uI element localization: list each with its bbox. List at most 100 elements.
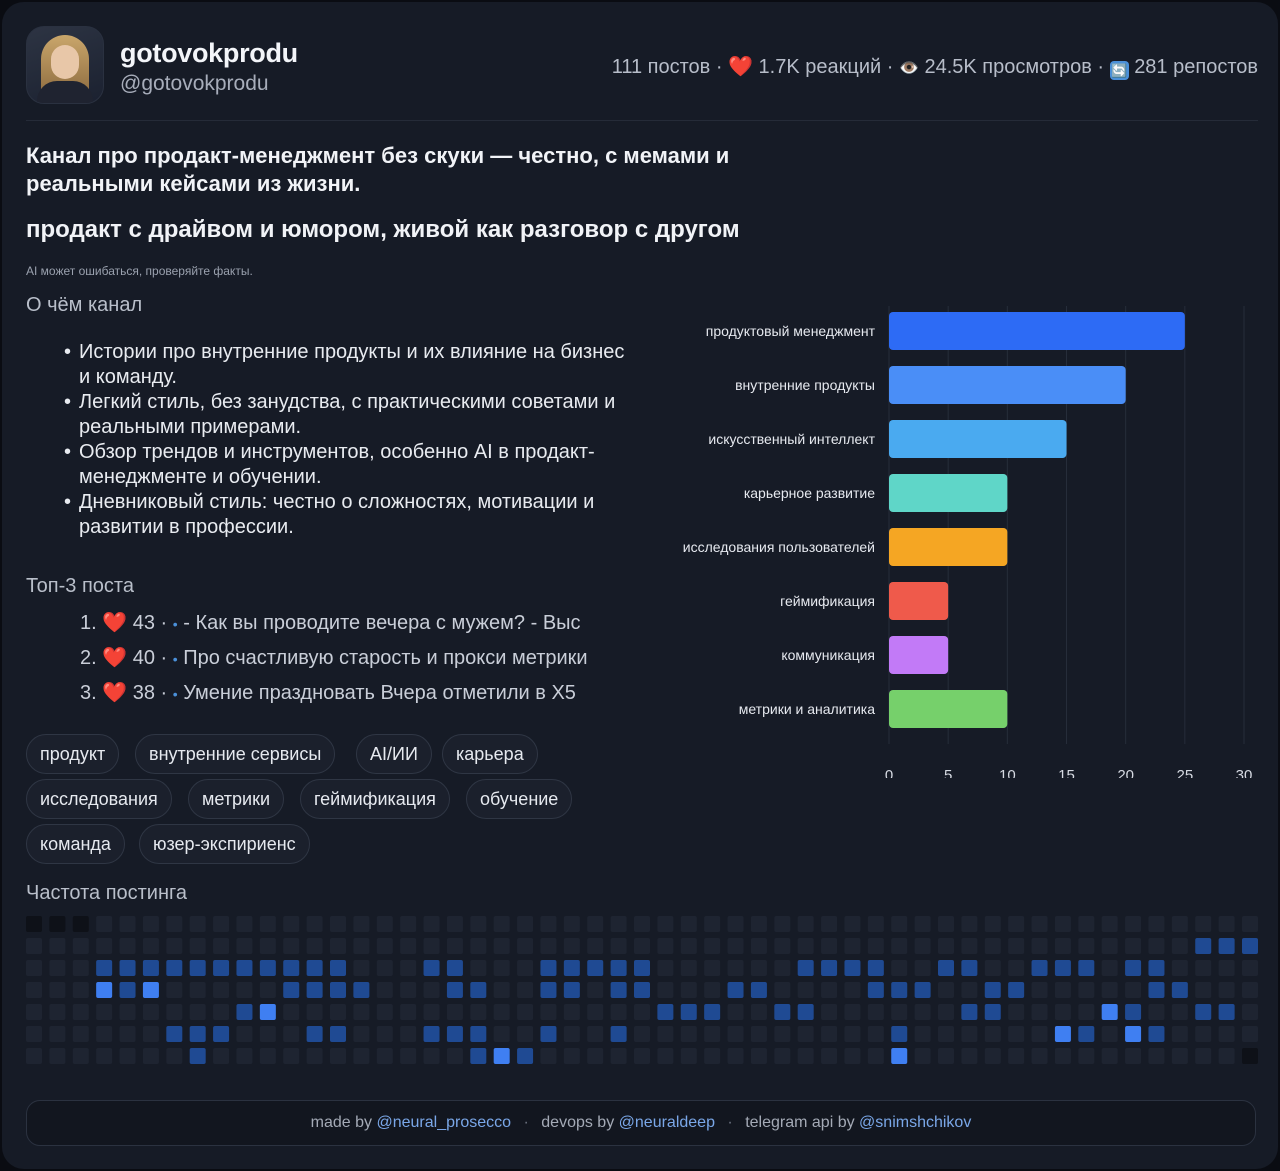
channel-handle[interactable]: @gotovokprodu (120, 72, 269, 95)
chart-bar[interactable] (889, 690, 1008, 728)
heatmap-cell (1078, 916, 1095, 932)
tag-chip[interactable]: внутренние сервисы (135, 734, 336, 774)
heatmap-cell (540, 1048, 557, 1064)
heatmap-cell (657, 1026, 674, 1042)
heatmap-cell (72, 982, 89, 998)
post-text[interactable]: Про счастливую старость и прокси метрики (183, 647, 588, 669)
heatmap-cell (704, 1004, 721, 1020)
heatmap-cell (1008, 1004, 1025, 1020)
heatmap-cell (400, 982, 417, 998)
heatmap-cell (423, 1048, 440, 1064)
chart-bar[interactable] (889, 420, 1067, 458)
post-text[interactable]: Умение праздновать Вчера отметили в Х5 (183, 682, 576, 704)
heatmap-cell (797, 916, 814, 932)
heatmap-cell (236, 1048, 253, 1064)
chart-category-label: исследования пользователей (683, 539, 875, 555)
top-post-item[interactable]: 3. ❤️ 38 · • Умение праздновать Вчера от… (80, 680, 588, 715)
reposts-count: 281 репостов (1134, 56, 1258, 78)
heatmap-cell (376, 1048, 393, 1064)
heatmap-cell (961, 960, 978, 976)
heatmap-cell (1078, 982, 1095, 998)
devops-link[interactable]: @neuraldeep (618, 1114, 715, 1131)
heatmap-cell (166, 1004, 183, 1020)
chart-tick-label: 30 (1236, 767, 1253, 778)
chart-tick-label: 5 (944, 767, 952, 778)
heatmap-cell (189, 916, 206, 932)
heatmap-cell (657, 1048, 674, 1064)
heatmap-cell (72, 916, 89, 932)
channel-slogan: продакт с драйвом и юмором, живой как ра… (26, 216, 740, 243)
post-rank: 3. (80, 682, 97, 704)
heatmap-cell (493, 916, 510, 932)
heatmap-cell (26, 982, 42, 998)
heatmap-cell (1101, 1048, 1118, 1064)
heatmap-cell (1242, 1004, 1258, 1020)
heatmap-cell (1054, 960, 1071, 976)
top-post-item[interactable]: 2. ❤️ 40 · • Про счастливую старость и п… (80, 645, 588, 680)
tag-chip[interactable]: юзер-экспириенс (139, 824, 310, 864)
heatmap-cell (891, 1048, 908, 1064)
heatmap-cell (1125, 982, 1142, 998)
heatmap-cell (563, 1048, 580, 1064)
heatmap-cell (867, 1048, 884, 1064)
chart-bar[interactable] (889, 474, 1008, 512)
tag-chip[interactable]: исследования (26, 779, 172, 819)
heatmap-cell (376, 938, 393, 954)
avatar[interactable] (26, 26, 104, 104)
heatmap-cell (72, 938, 89, 954)
made-by-link[interactable]: @neural_prosecco (376, 1114, 512, 1131)
heatmap-cell (1008, 916, 1025, 932)
heatmap-cell (587, 1048, 604, 1064)
heatmap-cell (1218, 960, 1235, 976)
heatmap-cell (867, 916, 884, 932)
heatmap-cell (376, 960, 393, 976)
heatmap-cell (610, 916, 627, 932)
heatmap-cell (610, 1004, 627, 1020)
tag-chip[interactable]: команда (26, 824, 125, 864)
heatmap-cell (797, 982, 814, 998)
chart-bar[interactable] (889, 312, 1185, 350)
heatmap-cell (891, 916, 908, 932)
heatmap-cell (1078, 960, 1095, 976)
heatmap-cell (142, 982, 159, 998)
tag-chip[interactable]: метрики (188, 779, 285, 819)
heatmap-cell (797, 1004, 814, 1020)
heatmap-cell (1242, 1026, 1258, 1042)
heatmap-cell (797, 938, 814, 954)
heatmap-cell (470, 916, 487, 932)
heatmap-cell (540, 1026, 557, 1042)
tag-chip[interactable]: карьера (442, 734, 538, 774)
heatmap-cell (330, 1026, 346, 1042)
chart-bar[interactable] (889, 582, 949, 620)
heatmap-cell (610, 938, 627, 954)
channel-description: Канал про продакт-менеджмент без скуки —… (26, 143, 730, 196)
avatar-body (37, 81, 93, 103)
top-post-item[interactable]: 1. ❤️ 43 · • - Как вы проводите вечера с… (80, 610, 588, 645)
heatmap-cell (236, 960, 253, 976)
heatmap-cell (189, 982, 206, 998)
channel-name[interactable]: gotovokprodu (120, 38, 298, 68)
heatmap-cell (423, 1026, 440, 1042)
tag-chip[interactable]: обучение (466, 779, 573, 819)
heatmap-cell (961, 916, 978, 932)
post-text[interactable]: - Как вы проводите вечера с мужем? - Выс (183, 612, 581, 634)
tag-chip[interactable]: продукт (26, 734, 120, 774)
chart-bar[interactable] (889, 366, 1126, 404)
heatmap-cell (774, 938, 791, 954)
heatmap-cell (470, 1048, 487, 1064)
heatmap-cell (236, 938, 253, 954)
heatmap-cell (961, 982, 978, 998)
heatmap-cell (891, 1004, 908, 1020)
heatmap-cell (213, 916, 230, 932)
api-link[interactable]: @snimshchikov (859, 1114, 972, 1131)
chart-bar[interactable] (889, 528, 1008, 566)
heatmap-cell (49, 960, 66, 976)
heatmap-cell (938, 1048, 954, 1064)
heatmap-cell (400, 938, 417, 954)
heatmap-cell (96, 916, 113, 932)
chart-bar[interactable] (889, 636, 949, 674)
heatmap-cell (680, 1048, 697, 1064)
tag-chip[interactable]: геймификация (300, 779, 450, 819)
tag-chip[interactable]: AI/ИИ (356, 734, 432, 774)
